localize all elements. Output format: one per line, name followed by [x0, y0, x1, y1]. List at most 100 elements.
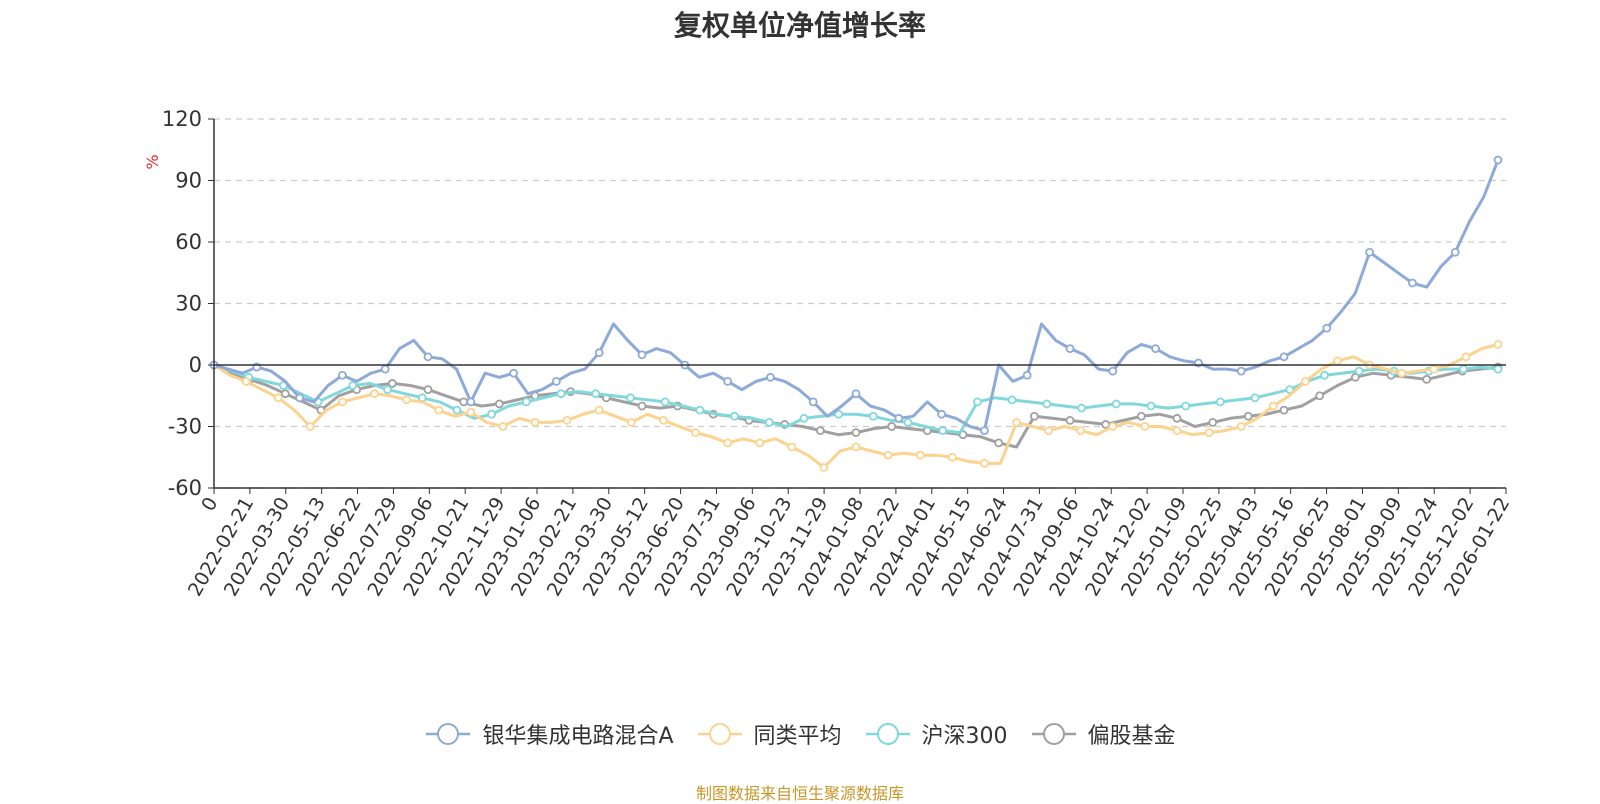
series-0-point-18 [466, 397, 476, 407]
data-source-note: 制图数据来自恒生聚源数据库 [695, 784, 904, 803]
series-1-point-52 [1044, 426, 1053, 436]
series-1-point-20 [530, 417, 540, 427]
series-1-point-50 [1012, 417, 1021, 427]
series-2-point-46 [1007, 395, 1017, 405]
legend-label-2: 沪深300 [921, 724, 1008, 749]
series-1-point-16 [466, 407, 476, 417]
legend-item-3[interactable]: 偏股基金 [1030, 718, 1176, 750]
legend-item-1[interactable]: 同类平均 [696, 718, 842, 750]
series-0-point-87 [1450, 247, 1460, 257]
series-2-point-66 [1354, 366, 1364, 376]
series-0-point-60 [1065, 344, 1075, 354]
series-1-point-2 [241, 376, 251, 386]
y-tick-label-3: 30 [175, 292, 202, 316]
series-0-point-45 [851, 389, 861, 399]
legend-label-0: 银华集成电路混合A [482, 724, 674, 749]
series-0-point-39 [766, 372, 775, 382]
series-1-point-12 [402, 395, 412, 405]
series-1-point-48 [980, 458, 989, 468]
series-3-point-68 [1422, 374, 1432, 384]
series-1-point-44 [915, 450, 925, 460]
series-3-point-44 [994, 438, 1004, 448]
legend-swatch-0 [426, 723, 471, 745]
series-2-point-52 [1111, 399, 1121, 409]
legend-swatch-1 [697, 723, 742, 745]
series-1-point-30 [691, 428, 700, 438]
series-2-point-48 [1042, 399, 1052, 409]
series-2-point-60 [1250, 393, 1260, 403]
series-1-point-80 [1493, 340, 1503, 349]
legend-label-3: 偏股基金 [1087, 724, 1176, 749]
series-3-point-62 [1315, 391, 1325, 401]
y-axis-label: % [143, 154, 162, 169]
series-1-point-76 [1429, 364, 1439, 374]
series-0-point-21 [509, 368, 518, 378]
series-1-point-24 [594, 405, 604, 415]
series-3-point-14 [459, 397, 469, 407]
series-3-point-64 [1350, 372, 1360, 382]
series-2-point-62 [1285, 385, 1295, 395]
series-3-point-36 [851, 428, 861, 438]
y-tick-label-5: -30 [168, 415, 202, 439]
series-2-point-56 [1181, 401, 1191, 411]
chart-title: 复权单位净值增长率 [673, 9, 926, 42]
series-1-point-10 [370, 389, 379, 399]
series-1-point-36 [787, 442, 797, 452]
legend-item-2[interactable]: 沪深300 [864, 718, 1008, 750]
legend: 银华集成电路混合A 同类平均 沪深300 偏股基金 [0, 718, 1600, 750]
series-0-point-57 [1022, 370, 1032, 380]
series-2-point-26 [660, 397, 670, 407]
series-3-point-34 [815, 426, 825, 436]
series-0-point-75 [1279, 352, 1289, 362]
x-tick-label-0: 0 [197, 494, 222, 515]
legend-swatch-2 [865, 723, 910, 745]
series-2-point-36 [834, 409, 844, 419]
series-2-point-64 [1320, 370, 1329, 380]
series-0-point-6 [295, 393, 305, 403]
series-1-point-28 [659, 415, 668, 425]
series-0-point-66 [1151, 344, 1160, 354]
series-1-point-42 [883, 450, 893, 460]
series-3-point-58 [1243, 411, 1253, 421]
series-2-point-72 [1458, 364, 1468, 374]
y-tick-label-0: 120 [162, 107, 202, 131]
series-0-point-24 [552, 376, 561, 386]
series-3-point-16 [494, 399, 504, 409]
legend-label-1: 同类平均 [753, 724, 842, 749]
series-3-point-46 [1029, 411, 1039, 421]
series-2-point-34 [799, 413, 809, 423]
series-2-point-50 [1077, 403, 1086, 413]
series-lines [209, 155, 1503, 472]
y-tick-label-1: 90 [175, 169, 202, 193]
series-0-point-81 [1365, 247, 1374, 257]
series-2-point-74 [1493, 364, 1503, 374]
series-0-point-36 [723, 376, 732, 386]
legend-item-0[interactable]: 银华集成电路混合A [424, 718, 674, 750]
series-0-point-54 [980, 426, 989, 436]
series-1-point-8 [337, 397, 347, 407]
y-tick-label-4: 0 [189, 353, 202, 377]
series-1-point-26 [626, 417, 636, 427]
series-2-point-28 [695, 405, 705, 415]
series-1-point-56 [1108, 422, 1118, 431]
series-1-point-46 [947, 452, 957, 462]
series-1-point-64 [1236, 422, 1246, 431]
series-3-point-50 [1101, 420, 1111, 429]
series-0-point-90 [1493, 155, 1503, 165]
series-1-point-54 [1076, 426, 1086, 436]
y-tick-label-2: 60 [175, 230, 202, 254]
series-3-point-4 [280, 389, 290, 399]
series-3-point-12 [423, 385, 433, 395]
series-0-point-9 [337, 370, 347, 380]
series-0-point-15 [423, 352, 433, 362]
series-2-point-38 [868, 411, 878, 421]
series-0-point-42 [808, 397, 818, 407]
series-1-point-66 [1268, 401, 1278, 411]
series-2-point-22 [591, 389, 601, 399]
series-3-point-54 [1172, 413, 1182, 423]
series-1-point-68 [1301, 376, 1310, 386]
series-3-point-10 [387, 379, 397, 388]
series-3-point-24 [637, 401, 647, 411]
series-2-point-8 [348, 381, 358, 390]
